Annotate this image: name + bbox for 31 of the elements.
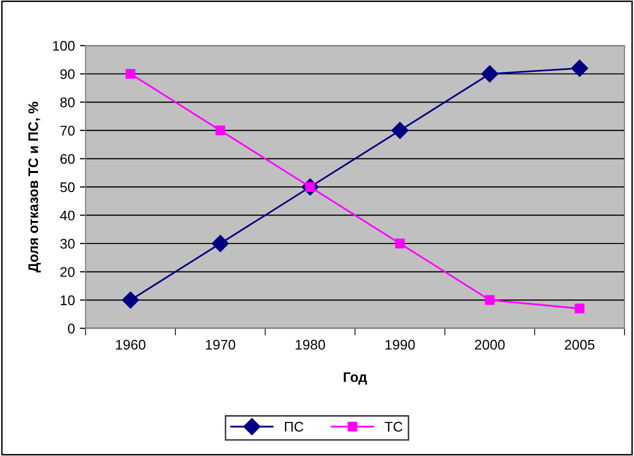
y-tick-label: 0 bbox=[68, 324, 75, 334]
y-tick-label: 100 bbox=[53, 40, 75, 51]
point bbox=[215, 126, 226, 136]
x-tick-label: 1980 bbox=[296, 340, 326, 350]
point bbox=[126, 69, 136, 79]
point bbox=[395, 238, 405, 248]
x-tick-label: 2000 bbox=[475, 340, 505, 350]
y-tick-label: 70 bbox=[60, 126, 75, 136]
point bbox=[481, 65, 498, 82]
x-tick-label: 1970 bbox=[206, 340, 236, 350]
x-tick-label: 1990 bbox=[386, 340, 415, 350]
point bbox=[212, 234, 229, 252]
y-tick-label: 40 bbox=[60, 210, 75, 220]
y-tick-label: 50 bbox=[60, 182, 75, 192]
y-tick-label: 60 bbox=[60, 154, 75, 164]
point bbox=[571, 60, 588, 77]
x-tick-label: 2005 bbox=[564, 340, 594, 350]
y-tick-label: 30 bbox=[60, 238, 75, 249]
legend-label: ПС bbox=[284, 422, 304, 432]
point bbox=[574, 304, 584, 314]
point bbox=[122, 291, 140, 309]
y-tick-label: 90 bbox=[60, 69, 75, 80]
y-tick-label: 10 bbox=[60, 295, 75, 306]
legend-label: ТС bbox=[384, 422, 402, 432]
point bbox=[484, 295, 495, 305]
y-tick-label: 80 bbox=[60, 97, 75, 108]
y-tick-label: 20 bbox=[60, 267, 75, 277]
x-axis-title: Год bbox=[344, 372, 367, 385]
point bbox=[391, 122, 408, 139]
y-axis-title: Доля отказов ТС и ПС, % bbox=[28, 102, 41, 272]
x-tick-label: 1960 bbox=[116, 340, 146, 350]
